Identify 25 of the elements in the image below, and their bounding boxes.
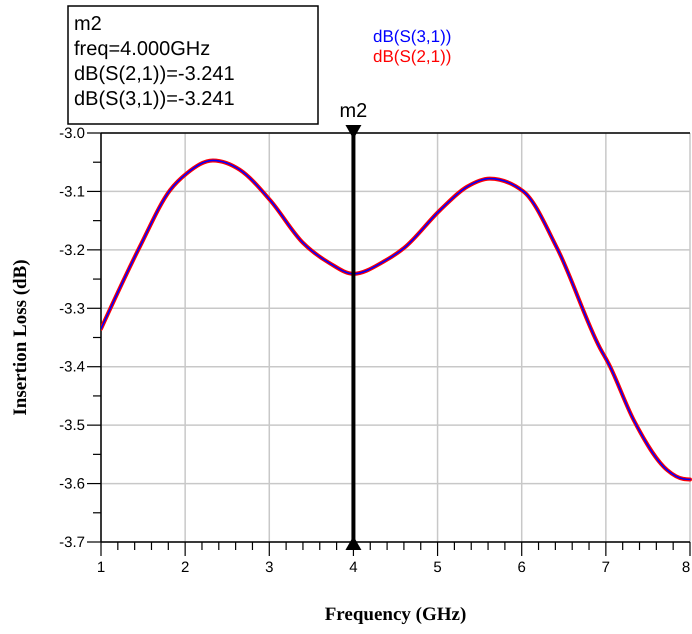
y-tick-label: -3.1	[59, 183, 85, 200]
y-tick-label: -3.4	[59, 358, 85, 376]
x-tick-label: 5	[433, 559, 442, 576]
y-tick-label: -3.0	[59, 125, 85, 142]
x-tick-label: 2	[180, 559, 190, 576]
y-tick-label: -3.7	[59, 534, 85, 551]
y-tick-label: -3.5	[59, 417, 85, 434]
x-tick-label: 6	[518, 559, 526, 576]
x-tick-label: 1	[96, 559, 106, 576]
y-tick-label: -3.2	[59, 242, 85, 259]
x-tick-label: 4	[349, 559, 358, 576]
ref-line-label: m2	[340, 100, 368, 122]
text: freq=4.000GHz	[74, 38, 210, 60]
y-axis-title: Insertion Loss (dB)	[10, 259, 31, 416]
x-tick-label: 7	[602, 559, 610, 576]
x-axis-title: Frequency (GHz)	[324, 604, 466, 625]
text: dB(S(3,1))	[373, 27, 452, 46]
text: dB(S(2,1))	[373, 47, 452, 66]
x-tick-label: 8	[682, 559, 690, 576]
text: dB(S(3,1))=-3.241	[74, 88, 235, 110]
y-tick-label: -3.3	[59, 300, 85, 318]
x-tick-label: 3	[265, 559, 274, 576]
text: dB(S(2,1))=-3.241	[74, 63, 235, 85]
text: m2	[74, 13, 102, 35]
y-tick-label: -3.6	[59, 476, 85, 493]
